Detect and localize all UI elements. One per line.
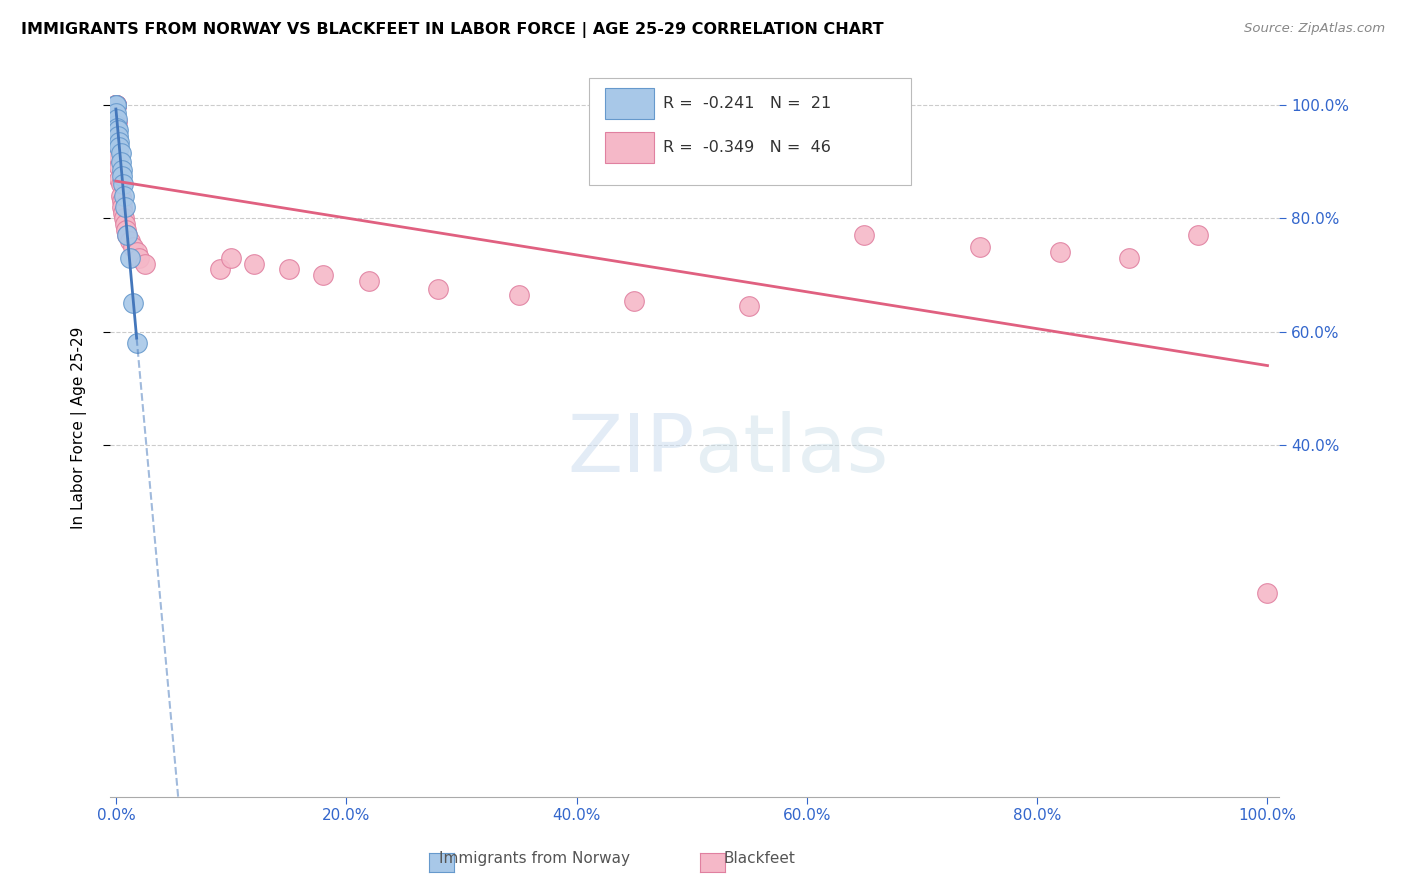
Point <box>125 245 148 260</box>
Point <box>1187 228 1209 243</box>
Point <box>111 205 134 219</box>
Point <box>1256 585 1278 599</box>
Point <box>114 217 136 231</box>
Point <box>104 98 127 112</box>
Point <box>107 129 129 144</box>
Point <box>104 98 127 112</box>
Point <box>105 112 128 127</box>
Point <box>427 282 450 296</box>
Point <box>623 293 645 308</box>
Text: atlas: atlas <box>695 411 889 489</box>
FancyBboxPatch shape <box>605 87 654 119</box>
Point <box>125 336 148 351</box>
Point <box>104 118 127 132</box>
Point <box>118 234 141 248</box>
Point <box>110 188 132 202</box>
FancyBboxPatch shape <box>589 78 911 185</box>
Text: IMMIGRANTS FROM NORWAY VS BLACKFEET IN LABOR FORCE | AGE 25-29 CORRELATION CHART: IMMIGRANTS FROM NORWAY VS BLACKFEET IN L… <box>21 22 884 38</box>
Point <box>104 98 127 112</box>
Point <box>111 200 134 214</box>
Point <box>111 163 134 178</box>
Point <box>1118 251 1140 265</box>
Point <box>108 171 131 186</box>
Point <box>114 200 136 214</box>
Point <box>111 169 134 183</box>
Point <box>122 296 145 310</box>
Point <box>104 98 127 112</box>
Y-axis label: In Labor Force | Age 25-29: In Labor Force | Age 25-29 <box>72 327 87 529</box>
Point <box>107 123 129 137</box>
Point <box>117 228 139 243</box>
Point <box>508 288 530 302</box>
Point <box>104 98 127 112</box>
Point <box>105 126 128 140</box>
FancyBboxPatch shape <box>605 132 654 163</box>
Point <box>243 257 266 271</box>
Point <box>117 228 139 243</box>
Point <box>134 257 156 271</box>
Point <box>112 211 135 226</box>
Point <box>108 140 131 154</box>
Point <box>111 194 134 209</box>
Point <box>104 98 127 112</box>
Point <box>104 98 127 112</box>
Text: R =  -0.349   N =  46: R = -0.349 N = 46 <box>664 140 831 155</box>
Point <box>105 120 128 135</box>
Point <box>108 161 131 175</box>
Text: Immigrants from Norway: Immigrants from Norway <box>439 852 630 866</box>
Point <box>738 299 761 313</box>
Point <box>105 115 128 129</box>
Point <box>104 98 127 112</box>
Point <box>128 251 150 265</box>
Point <box>118 251 141 265</box>
Point <box>969 240 991 254</box>
Text: Blackfeet: Blackfeet <box>723 852 796 866</box>
Point <box>104 98 127 112</box>
Point <box>1049 245 1071 260</box>
Point <box>115 223 138 237</box>
Point <box>108 135 131 149</box>
Point <box>104 106 127 120</box>
Point <box>112 188 135 202</box>
Point <box>104 98 127 112</box>
Point <box>110 154 132 169</box>
Point <box>219 251 242 265</box>
Text: R =  -0.241   N =  21: R = -0.241 N = 21 <box>664 95 831 111</box>
Point <box>104 98 127 112</box>
Point <box>110 178 132 192</box>
Point <box>122 240 145 254</box>
Point <box>312 268 335 282</box>
Point <box>104 98 127 112</box>
Point <box>111 178 134 192</box>
Point <box>107 137 129 152</box>
Text: ZIP: ZIP <box>567 411 695 489</box>
Point <box>110 146 132 161</box>
Point <box>853 228 876 243</box>
Point <box>277 262 299 277</box>
Point <box>107 149 129 163</box>
Text: Source: ZipAtlas.com: Source: ZipAtlas.com <box>1244 22 1385 36</box>
Point <box>208 262 231 277</box>
Point <box>359 274 381 288</box>
